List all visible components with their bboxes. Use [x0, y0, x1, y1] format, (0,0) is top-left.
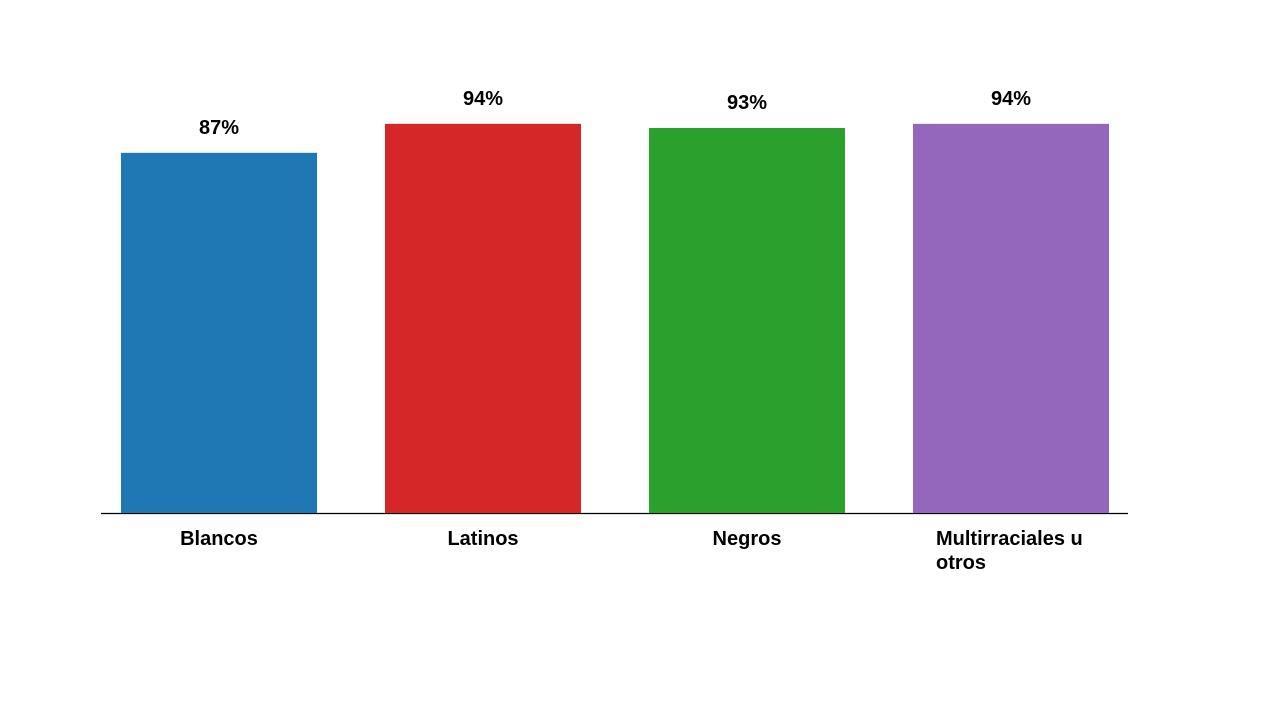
- x-tick-label: Negros: [712, 528, 782, 550]
- value-label: 94%: [990, 87, 1032, 110]
- bar: [385, 123, 581, 513]
- x-tick-label: Blancos: [180, 528, 258, 550]
- bar: [913, 123, 1109, 513]
- value-label: 94%: [462, 87, 504, 110]
- value-label: 87%: [198, 116, 240, 139]
- value-label: 93%: [726, 91, 768, 114]
- bar: [649, 127, 845, 513]
- x-tick-label: Latinos: [447, 528, 519, 550]
- x-tick-label: Multirraciales u otros: [936, 528, 1083, 574]
- bar: [121, 152, 317, 513]
